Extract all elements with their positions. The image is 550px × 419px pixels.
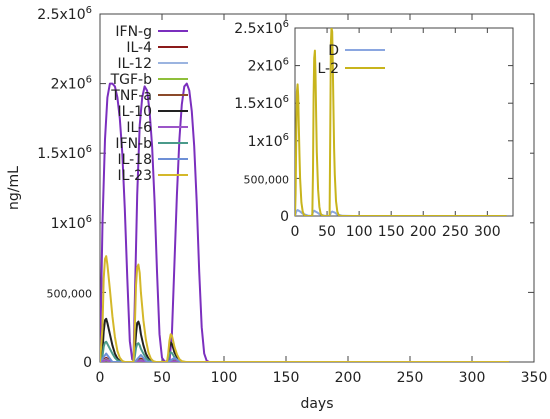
- x-tick-label: 250: [442, 224, 469, 240]
- main-x-axis: 0 50 100 150 200 250 300 350: [96, 14, 548, 386]
- series-line-d: [295, 209, 507, 216]
- legend-label: IFN-b: [115, 136, 152, 152]
- series-line-il-6: [100, 359, 510, 362]
- x-tick-label: 100: [346, 224, 373, 240]
- series-line-il-23: [100, 255, 510, 362]
- legend-label: IL-12: [117, 56, 152, 72]
- y-tick-label: 2x106: [248, 57, 289, 75]
- legend-label: IL-6: [126, 120, 152, 136]
- y-tick-label: 2.5x106: [234, 19, 289, 37]
- legend-label: L-2: [317, 61, 339, 77]
- legend-label: IL-23: [117, 168, 152, 184]
- legend-label: IL-4: [126, 40, 152, 56]
- y-tick-label: 500,000: [47, 287, 93, 300]
- legend-label: IL-10: [117, 104, 152, 120]
- main-legend: IFN-gIL-4IL-12TGF-bTNF-aIL-10IL-6IFN-bIL…: [110, 24, 188, 184]
- x-tick-label: 200: [335, 370, 362, 386]
- inset-chart: 0 50 100 150 200 250 300 0 500,000 1x106 1.5x106 2…: [234, 19, 530, 248]
- x-tick-label: 150: [273, 370, 300, 386]
- main-y-axis: 0 500,000 1x106 1.5x106 2x106 2.5x106: [37, 5, 534, 371]
- y-axis-label: ng/mL: [6, 166, 22, 210]
- y-tick-label: 2.5x106: [37, 5, 92, 23]
- y-tick-label: 500,000: [244, 173, 290, 186]
- x-axis-label: days: [300, 396, 333, 412]
- main-series-lines: [100, 82, 510, 362]
- y-tick-label: 1x106: [51, 214, 92, 232]
- legend-label: IFN-g: [115, 24, 152, 40]
- x-tick-label: 150: [378, 224, 405, 240]
- x-tick-label: 100: [211, 370, 238, 386]
- series-line-il-18: [100, 352, 510, 362]
- legend-label: TNF-a: [110, 88, 152, 104]
- series-line-l-2: [295, 28, 507, 216]
- y-tick-label: 0: [280, 209, 289, 225]
- x-tick-label: 350: [521, 370, 548, 386]
- inset-series-lines: [295, 28, 507, 216]
- y-tick-label: 1.5x106: [234, 94, 289, 112]
- main-chart: 0 50 100 150 200 250 300 350 0 500,000 1x106 1.5x1…: [6, 5, 547, 412]
- legend-label: IL-18: [117, 152, 152, 168]
- x-tick-label: 50: [318, 224, 336, 240]
- x-tick-label: 0: [291, 224, 300, 240]
- x-tick-label: 0: [96, 370, 105, 386]
- x-tick-label: 200: [410, 224, 437, 240]
- series-line-il-10: [100, 317, 510, 362]
- y-tick-label: 1x106: [248, 132, 289, 150]
- y-tick-label: 1.5x106: [37, 144, 92, 162]
- y-tick-label: 2x106: [51, 75, 92, 93]
- x-tick-label: 300: [459, 370, 486, 386]
- y-tick-label: 0: [83, 355, 92, 371]
- inset-legend: D L-2: [317, 43, 385, 77]
- legend-label: TGF-b: [110, 72, 153, 88]
- series-line-ifn-g: [100, 82, 510, 362]
- inset-background: [240, 22, 530, 248]
- legend-label: D: [328, 43, 339, 59]
- x-tick-label: 300: [474, 224, 501, 240]
- inset-x-axis: 0 50 100 150 200 250 300: [291, 28, 501, 240]
- x-tick-label: 50: [153, 370, 171, 386]
- x-tick-label: 250: [397, 370, 424, 386]
